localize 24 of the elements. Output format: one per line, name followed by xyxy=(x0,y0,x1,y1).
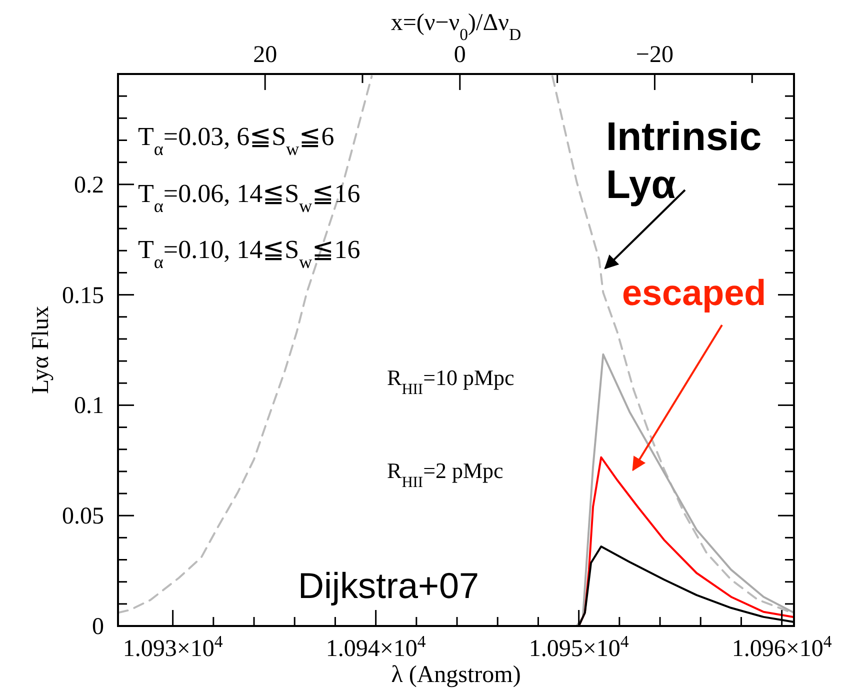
y-tick-label: 0.2 xyxy=(74,172,104,198)
annotation: T$_{α}$=0.06, 14≦S$_{w}$≦16 xyxy=(138,179,360,216)
y-axis-title: Lyα Flux xyxy=(28,306,54,394)
x-tick-label: 1.095×10$^{4}$ xyxy=(528,632,630,662)
annotation: R$_{HII}$=10 pMpc xyxy=(387,365,515,398)
y-tick-label: 0.1 xyxy=(74,393,104,420)
annotation: R$_{HII}$=2 pMpc xyxy=(387,458,504,490)
line-series xyxy=(576,353,795,627)
x-tick-label: 1.093×10$^{4}$ xyxy=(122,632,224,662)
annotation: Dijkstra+07 xyxy=(298,565,480,606)
y-tick-label: 0.05 xyxy=(62,504,104,530)
x2-tick-label: 0 xyxy=(454,42,466,68)
annotation: T$_{α}$=0.03, 6≦S$_{w}$≦6 xyxy=(138,122,334,159)
y-tick-label: 0 xyxy=(92,614,104,640)
x-axis-title: λ (Angstrom) xyxy=(391,662,521,688)
x-tick-label: 1.094×10$^{4}$ xyxy=(326,632,426,662)
x2-tick-label: −20 xyxy=(636,42,674,68)
annotation: T$_{α}$=0.10, 14≦S$_{w}$≦16 xyxy=(138,235,360,272)
x2-axis-title: x=(ν−ν$_{0}$)/Δν$_{D}$ xyxy=(390,10,522,44)
y-tick-label: 0.15 xyxy=(62,282,104,309)
x-tick-label: 1.096×10$^{4}$ xyxy=(732,632,832,662)
x2-tick-label: 20 xyxy=(253,42,278,68)
annotation: escaped xyxy=(622,272,766,313)
annotation: Intrinsic Lyα xyxy=(606,115,762,207)
